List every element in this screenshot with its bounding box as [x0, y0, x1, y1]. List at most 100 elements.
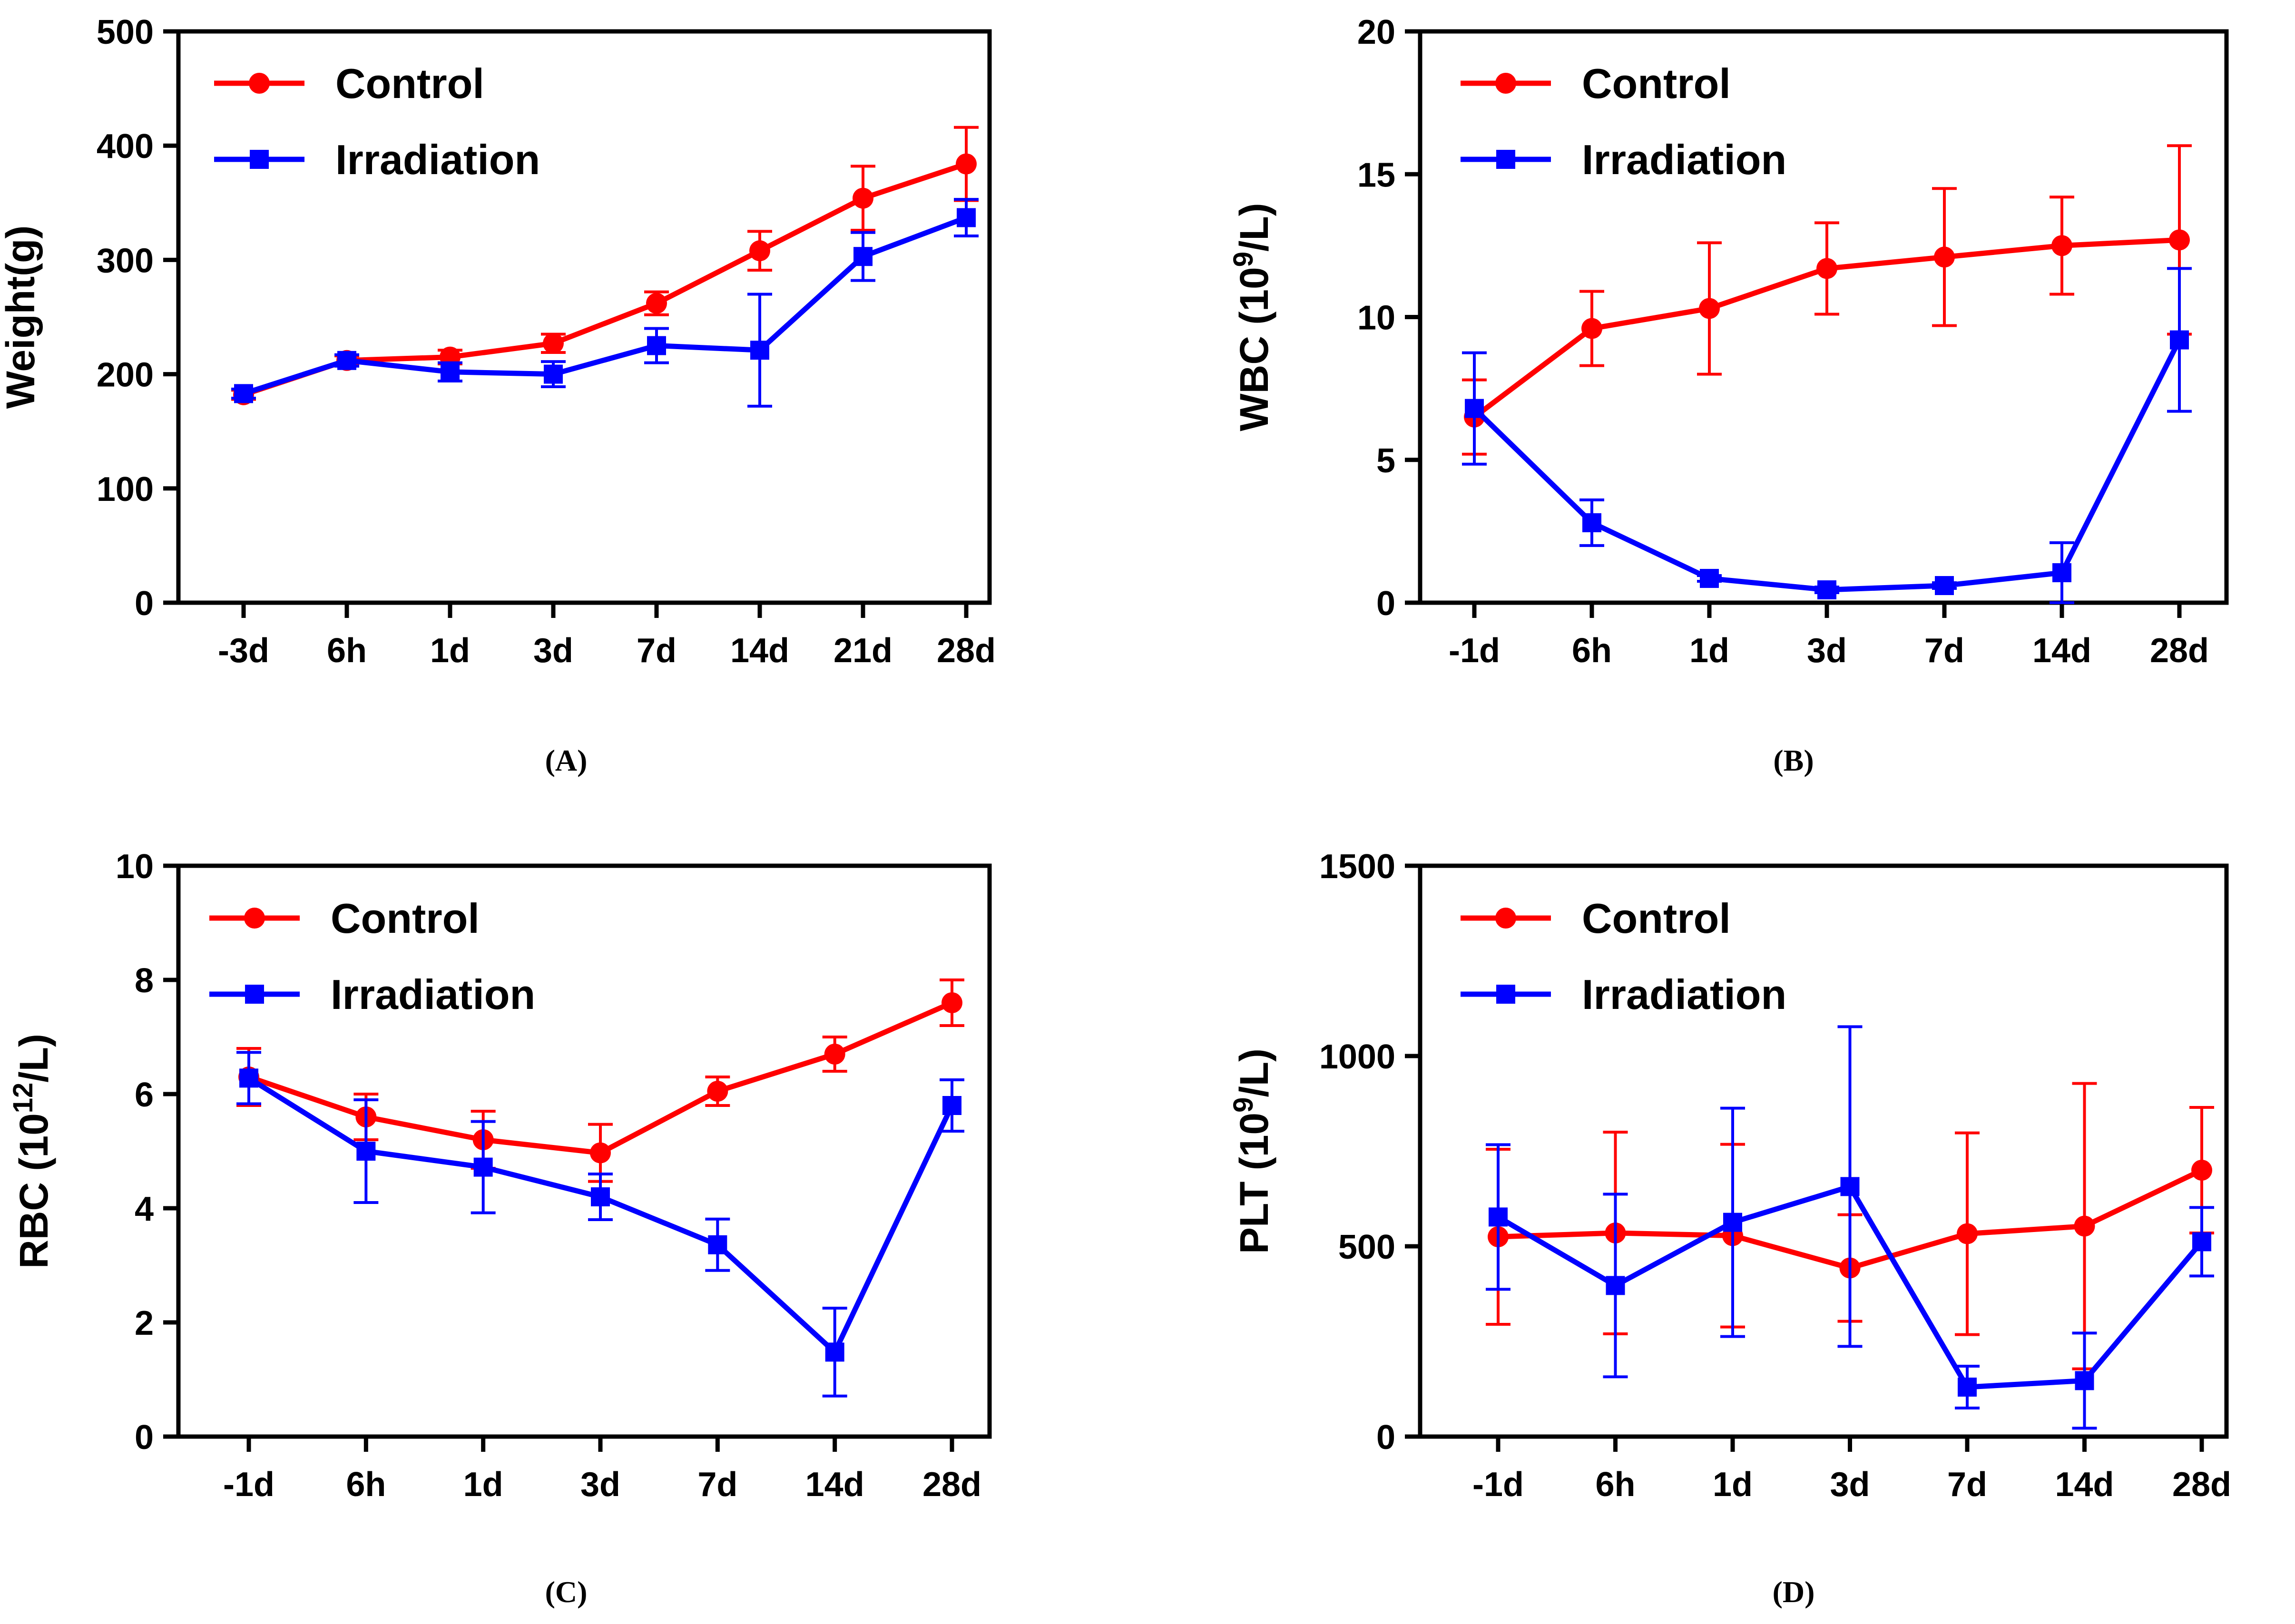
- x-tick-label: 28d: [2150, 632, 2209, 670]
- x-tick-label: 6h: [327, 632, 367, 670]
- chart-A: 0 100 200 300 400 500 -3d 6h 1d 3d 7d 14d 21d 28d Weig…: [0, 13, 996, 777]
- x-tick-label: 14d: [730, 632, 789, 670]
- y-tick-label: 4: [135, 1190, 154, 1228]
- panel-caption: (D): [1773, 1575, 1815, 1609]
- y-tick-label: 10: [116, 848, 154, 886]
- data-point: [591, 1187, 610, 1206]
- y-tick-label: 300: [97, 242, 154, 280]
- legend-entry-irradiation: Irradiation: [214, 136, 540, 183]
- y-axis-label: Weight(g): [0, 225, 43, 409]
- x-tick-label: 3d: [533, 632, 573, 670]
- data-point: [942, 992, 962, 1013]
- data-point: [2170, 330, 2189, 350]
- legend-label: Control: [331, 895, 480, 942]
- data-point: [2075, 1371, 2094, 1390]
- legend-entry-control: Control: [209, 895, 480, 942]
- y-axis-label: PLT (109/L): [1228, 1048, 1276, 1254]
- data-point: [2191, 1160, 2212, 1181]
- y-tick-label: 2: [135, 1304, 154, 1342]
- series-control: [1462, 144, 2192, 456]
- data-point: [956, 153, 977, 175]
- y-tick-label: 500: [97, 13, 154, 51]
- legend-marker: [245, 985, 264, 1004]
- panel-caption: (C): [545, 1575, 588, 1609]
- x-tick-label: 21d: [834, 632, 892, 670]
- series-irradiation: [1486, 1025, 2214, 1430]
- series-line: [1472, 339, 2182, 593]
- legend-entry-control: Control: [1461, 895, 1731, 942]
- data-point: [2074, 1215, 2095, 1237]
- panel-caption: (A): [545, 744, 588, 777]
- y-tick-label: 1000: [1319, 1038, 1395, 1076]
- data-point: [1606, 1276, 1625, 1295]
- legend-marker: [1495, 908, 1516, 929]
- data-point: [1840, 1177, 1860, 1196]
- y-tick-label: 6: [135, 1076, 154, 1114]
- y-tick-label: 0: [135, 1419, 154, 1457]
- data-point: [942, 1096, 961, 1115]
- x-tick-label: 1d: [1713, 1466, 1753, 1504]
- y-tick-label: 10: [1357, 299, 1395, 337]
- data-point: [707, 1081, 728, 1102]
- legend-label: Irradiation: [1582, 971, 1786, 1018]
- y-tick-label: 8: [135, 962, 154, 1000]
- series-irradiation: [236, 1051, 964, 1398]
- x-tick-label: -1d: [223, 1466, 275, 1504]
- x-tick-label: 7d: [1947, 1466, 1987, 1504]
- legend-entry-control: Control: [214, 60, 484, 107]
- x-tick-label: -3d: [218, 632, 269, 670]
- data-point: [1935, 576, 1954, 595]
- y-axis-label: WBC (109/L): [1228, 203, 1276, 431]
- x-tick-label: 1d: [463, 1466, 503, 1504]
- plot-frame: [1418, 29, 2229, 605]
- legend-entry-irradiation: Irradiation: [1461, 971, 1786, 1018]
- legend-label: Control: [335, 60, 484, 107]
- x-tick-label: 7d: [637, 632, 677, 670]
- data-point: [1817, 580, 1836, 599]
- legend-entry-control: Control: [1461, 60, 1731, 107]
- data-point: [239, 1068, 258, 1088]
- data-point: [853, 247, 873, 266]
- series-line: [243, 215, 967, 396]
- x-tick-label: 28d: [922, 1466, 981, 1504]
- data-point: [2052, 563, 2071, 582]
- y-tick-label: 0: [135, 585, 154, 623]
- panel-caption: (B): [1773, 744, 1814, 777]
- x-tick-label: 14d: [2032, 632, 2091, 670]
- x-tick-label: 28d: [937, 632, 996, 670]
- legend-marker: [249, 73, 270, 94]
- x-tick-label: 14d: [2055, 1466, 2114, 1504]
- data-point: [957, 208, 976, 227]
- x-tick-label: 7d: [697, 1466, 737, 1504]
- data-point: [825, 1342, 844, 1362]
- data-point: [853, 187, 873, 209]
- data-point: [1934, 246, 1955, 268]
- plot-frame: [1418, 863, 2229, 1439]
- data-point: [708, 1235, 727, 1254]
- data-point: [1723, 1213, 1742, 1232]
- data-point: [750, 341, 769, 360]
- x-tick-label: 3d: [1830, 1466, 1870, 1504]
- series-irradiation: [1462, 267, 2192, 604]
- x-tick-label: 6h: [346, 1466, 386, 1504]
- legend-entry-irradiation: Irradiation: [1461, 136, 1786, 183]
- data-point: [1700, 568, 1719, 588]
- y-tick-label: 200: [97, 356, 154, 394]
- data-point: [1957, 1223, 1978, 1244]
- data-point: [824, 1044, 845, 1065]
- data-point: [2169, 229, 2190, 251]
- legend-marker: [1495, 73, 1516, 94]
- data-point: [234, 384, 253, 403]
- data-point: [1816, 258, 1837, 279]
- plot-frame: [176, 29, 992, 605]
- data-point: [1465, 399, 1484, 418]
- data-point: [646, 293, 667, 314]
- legend-marker: [1496, 150, 1515, 169]
- legend-entry-irradiation: Irradiation: [209, 971, 535, 1018]
- data-point: [356, 1142, 376, 1161]
- y-tick-label: 400: [97, 127, 154, 166]
- data-point: [1699, 298, 1720, 319]
- x-tick-label: 7d: [1924, 632, 1964, 670]
- x-tick-label: 6h: [1572, 632, 1612, 670]
